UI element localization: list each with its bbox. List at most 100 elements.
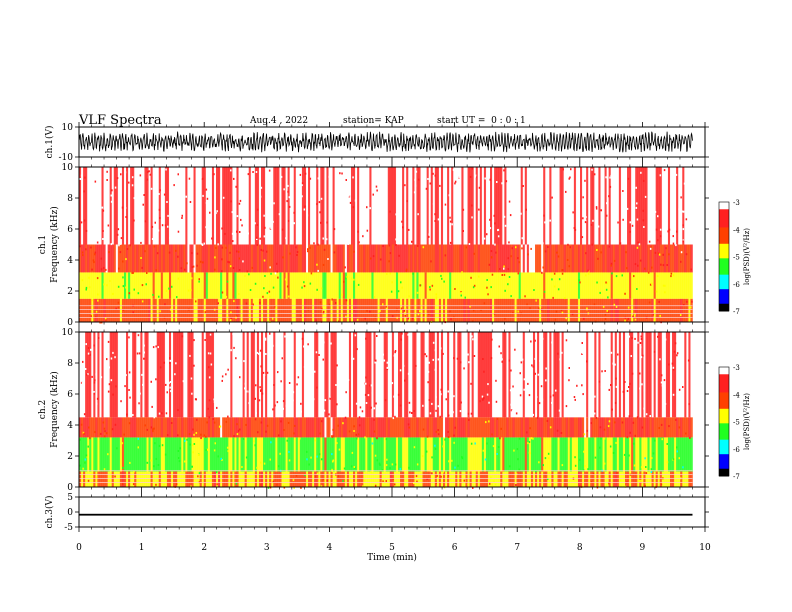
spectrogram-cell <box>357 298 360 322</box>
spectrogram-cell <box>250 437 254 472</box>
spectrogram-cell <box>375 298 378 322</box>
spectrogram-cell <box>559 272 562 299</box>
spectrogram-cell <box>91 332 94 418</box>
spectrogram-speckle <box>630 355 632 357</box>
spectrogram-cell <box>201 298 205 322</box>
spectrogram-speckle <box>165 412 168 415</box>
spectrogram-speckle <box>400 281 402 284</box>
spectrogram-speckle <box>199 232 201 235</box>
colorbar-cell <box>719 236 729 239</box>
spectrogram-speckle <box>663 169 666 172</box>
spectrogram-speckle <box>440 393 442 396</box>
spectrogram-cell <box>308 332 311 418</box>
spectrogram-speckle <box>401 332 403 335</box>
spectrogram-speckle <box>497 446 500 448</box>
spectrogram-speckle <box>685 253 688 256</box>
spectrogram-cell <box>130 332 133 418</box>
spectrogram-cell <box>457 417 460 438</box>
spectrogram-cell <box>150 437 153 472</box>
spectrogram-speckle <box>355 173 357 176</box>
spectrogram-speckle <box>687 359 690 362</box>
spectrogram-speckle <box>293 486 295 489</box>
spectrogram-cell <box>612 272 616 299</box>
colorbar-cell <box>719 241 729 245</box>
spectrogram-speckle <box>299 437 301 440</box>
spectrogram-speckle <box>532 437 534 440</box>
spectrogram-cell <box>451 167 454 245</box>
spectrogram-speckle <box>483 302 486 305</box>
spectrogram-speckle <box>414 184 417 187</box>
spectrogram-cell <box>232 167 235 245</box>
spectrogram-speckle <box>464 296 466 299</box>
spectrogram-cell <box>250 471 254 487</box>
spectrogram-speckle <box>367 238 369 241</box>
spectrogram-cell <box>160 298 164 322</box>
spectrogram-cell <box>571 332 575 418</box>
spectrogram-speckle <box>375 185 378 188</box>
spectrogram-speckle <box>526 431 528 434</box>
spectrogram-speckle <box>262 371 265 374</box>
spectrogram-cell <box>641 437 644 472</box>
spectrogram-speckle <box>287 295 290 298</box>
spectrogram-speckle <box>682 210 685 213</box>
spectrogram-cell <box>649 167 652 245</box>
spectrogram-cell <box>91 437 94 472</box>
spectrogram-speckle <box>419 310 421 313</box>
spectrogram-cell <box>97 417 100 438</box>
spectrogram-cell <box>158 244 162 273</box>
spectrogram-cell <box>263 272 266 299</box>
spectrogram-speckle <box>333 228 336 231</box>
spectrogram-cell <box>287 298 290 322</box>
spectrogram-cell <box>146 332 149 418</box>
spectrogram-speckle <box>276 401 279 404</box>
spectrogram-cell <box>295 167 299 245</box>
spectrogram-speckle <box>671 362 674 365</box>
spectrogram-speckle <box>312 398 315 401</box>
spectrogram-cell <box>479 471 483 487</box>
spectrogram-speckle <box>333 251 336 254</box>
spectrogram-cell <box>512 332 515 418</box>
spectrogram-speckle <box>470 412 473 415</box>
spectrogram-cell <box>651 298 654 322</box>
spectrogram-speckle <box>82 467 84 470</box>
spectrogram-cell <box>543 167 546 245</box>
spectrogram-cell <box>381 244 384 273</box>
spectrogram-cell <box>226 332 229 418</box>
spectrogram-speckle <box>208 399 211 402</box>
spectrogram-speckle <box>131 271 133 274</box>
spectrogram-speckle <box>133 197 136 200</box>
spectrogram-cell <box>254 167 258 245</box>
spectrogram-speckle <box>244 274 246 277</box>
spectrogram-speckle <box>93 391 95 393</box>
spectrogram-cell <box>436 272 440 299</box>
spectrogram-speckle <box>660 423 663 426</box>
spectrogram-cell <box>661 437 665 472</box>
spectrogram-cell <box>211 167 215 245</box>
spectrogram-speckle <box>323 341 325 344</box>
colorbar-cell <box>719 238 729 241</box>
spectrogram-speckle <box>265 430 267 433</box>
spectrogram-speckle <box>124 207 127 209</box>
spectrogram-cell <box>577 272 581 299</box>
spectrogram-cell <box>657 332 661 418</box>
spectrogram-cell <box>187 244 190 273</box>
spectrogram-cell <box>273 272 276 299</box>
spectrogram-cell <box>162 437 166 472</box>
spectrogram-speckle <box>417 358 419 361</box>
spectrogram-speckle <box>88 426 90 429</box>
spectrogram-speckle <box>592 472 595 475</box>
spectrogram-cell <box>645 471 648 487</box>
spectrogram-cell <box>440 417 444 438</box>
spectrogram-cell <box>381 167 384 245</box>
spectrogram-cell <box>565 437 569 472</box>
spectrogram-speckle <box>224 385 226 387</box>
spectrogram-cell <box>549 167 552 245</box>
spectrogram-speckle <box>310 272 313 275</box>
spectrogram-cell <box>389 244 393 273</box>
spectrogram-cell <box>136 167 139 245</box>
spectrogram-cell <box>402 332 405 418</box>
spectrogram-speckle <box>487 293 489 296</box>
spectrogram-cell <box>477 417 481 438</box>
spectrogram-speckle <box>447 474 450 477</box>
spectrogram-cell <box>598 437 601 472</box>
